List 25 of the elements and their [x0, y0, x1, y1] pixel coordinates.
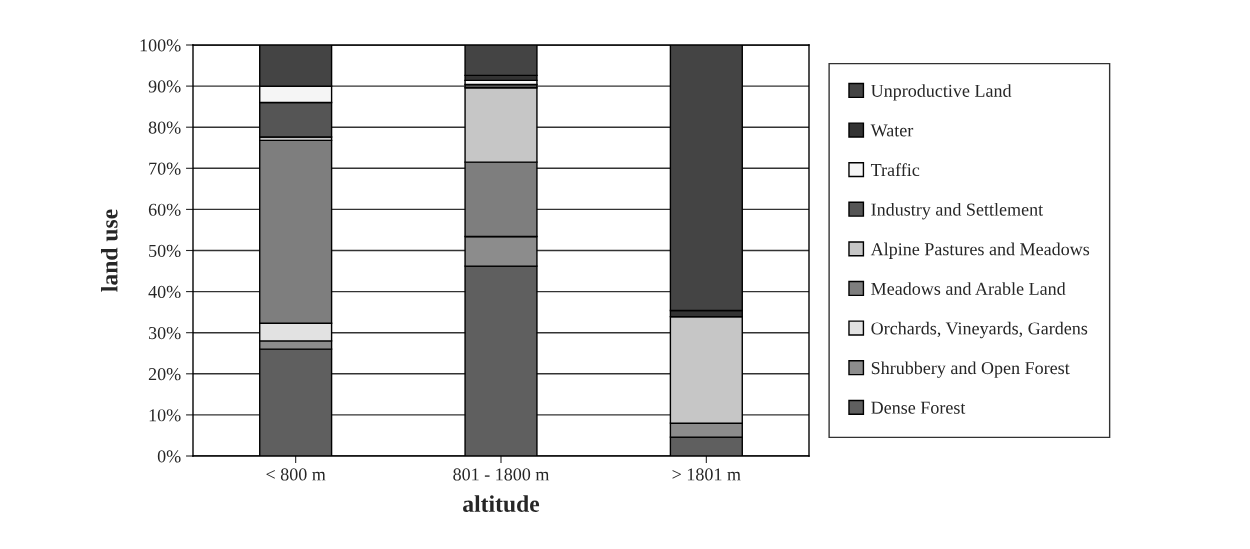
y-tick-label: 0%: [157, 450, 181, 463]
y-tick-label: 80%: [148, 121, 181, 134]
y-axis-title: land use: [100, 209, 118, 292]
y-tick-label: 100%: [140, 39, 181, 52]
legend-label: Water: [870, 124, 914, 137]
x-tick-label: 801 - 1800 m: [453, 468, 550, 481]
x-tick-label: > 1801 m: [672, 468, 741, 481]
y-tick-label: 20%: [148, 368, 181, 381]
legend-label: Alpine Pastures and Meadows: [870, 242, 1090, 259]
legend-label: Orchards, Vineyards, Gardens: [871, 321, 1088, 339]
y-tick-label: 10%: [149, 409, 181, 422]
legend-label: Dense Forest: [871, 401, 966, 414]
legend-label: Traffic: [870, 163, 920, 177]
y-tick-label: 50%: [149, 244, 181, 257]
x-tick-label: < 800 m: [266, 468, 326, 481]
y-tick-label: 90%: [148, 80, 181, 93]
y-tick-label: 70%: [149, 162, 181, 175]
y-tick-label: 30%: [148, 326, 181, 340]
legend-label: Meadows and Arable Land: [871, 282, 1066, 295]
legend-label: Unproductive Land: [871, 84, 1012, 101]
x-axis-title: altitude: [463, 495, 540, 512]
y-tick-label: 40%: [148, 285, 181, 299]
legend-label: Shrubbery and Open Forest: [871, 361, 1070, 378]
y-tick-label: 60%: [148, 203, 181, 216]
legend-label: Industry and Settlement: [871, 202, 1044, 220]
